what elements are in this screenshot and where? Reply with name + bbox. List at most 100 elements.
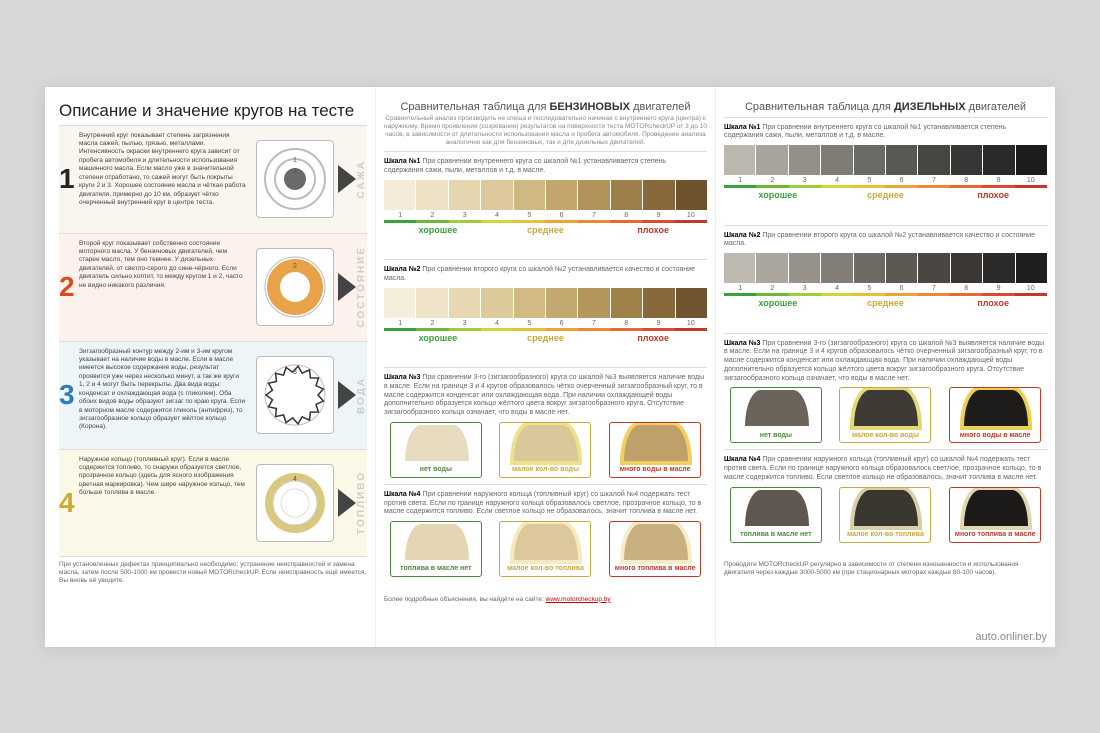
category-label: ВОДА	[356, 377, 367, 414]
col-descriptions: Описание и значение кругов на тесте 1Вну…	[45, 87, 375, 647]
swatch	[676, 288, 707, 318]
sample-row: нет воды малое кол-во воды много воды в ма…	[384, 422, 707, 478]
swatch	[676, 180, 707, 210]
swatch	[416, 288, 447, 318]
swatch	[756, 253, 787, 283]
sample-caption: малое кол-во воды	[500, 464, 590, 477]
column-subhead: Сравнительный анализ производить не спеш…	[384, 115, 707, 148]
svg-text:2: 2	[293, 168, 297, 175]
swatch	[384, 180, 415, 210]
footer-link[interactable]: www.motorcheckup.by	[546, 596, 611, 603]
swatch	[546, 288, 577, 318]
swatch	[384, 288, 415, 318]
sample-blob	[624, 425, 688, 461]
quality-labels: хорошеесреднееплохое	[384, 333, 707, 343]
row-number: 1	[59, 132, 79, 227]
sample-box: нет воды	[390, 422, 482, 478]
sample-blob	[405, 425, 469, 461]
swatch	[789, 145, 820, 175]
swatch	[416, 180, 447, 210]
sample-blob	[964, 390, 1028, 426]
ring-diagram-1: 12	[256, 140, 334, 218]
swatch	[481, 288, 512, 318]
sample-blob	[854, 390, 918, 426]
fuel-block: Шкала №4 При сравнении наружного кольца …	[384, 484, 707, 592]
arrow-icon	[338, 489, 356, 517]
desc-row-2: 2Второй круг показывает собственно состо…	[59, 233, 367, 341]
svg-text:4: 4	[293, 476, 297, 483]
row-description: Внутренний круг показывает степень загря…	[79, 132, 252, 227]
column-footer: Проводите MOTORcheckUP регулярно в завис…	[724, 561, 1047, 577]
ring-diagram-4: 4	[256, 464, 334, 542]
swatch	[643, 180, 674, 210]
swatch	[514, 180, 545, 210]
scale-block-1: Шкала №1 При сравнении внутреннего круга…	[384, 151, 707, 259]
swatch	[886, 145, 917, 175]
sample-blob	[745, 390, 809, 426]
brochure-page: auto.onliner.by Описание и значение круг…	[45, 87, 1055, 647]
sample-caption: малое кол-во воды	[840, 430, 930, 443]
water-block: Шкала №3 При сравнении 3-го (зигзагообра…	[724, 333, 1047, 450]
row-description: Наружное кольцо (топливный круг). Если в…	[79, 456, 252, 550]
swatch	[611, 288, 642, 318]
sample-caption: много топлива в масле	[950, 529, 1040, 542]
quality-labels: хорошеесреднееплохое	[384, 225, 707, 235]
col-petrol: Сравнительная таблица для БЕНЗИНОВЫХ дви…	[375, 87, 715, 647]
quality-labels: хорошеесреднееплохое	[724, 190, 1047, 200]
category-label: САЖА	[356, 160, 367, 198]
sample-box: нет воды	[730, 387, 822, 443]
arrow-icon	[338, 273, 356, 301]
svg-text:2: 2	[293, 263, 297, 270]
category-label: СОСТОЯНИЕ	[356, 246, 367, 328]
sample-blob	[514, 524, 578, 560]
quality-labels: хорошеесреднееплохое	[724, 298, 1047, 308]
main-title: Описание и значение кругов на тесте	[59, 101, 367, 121]
swatch	[854, 253, 885, 283]
swatch	[578, 180, 609, 210]
row-number: 3	[59, 348, 79, 443]
gradient-bar	[724, 293, 1047, 296]
scale-block-2: Шкала №2 При сравнении второго круга со …	[384, 259, 707, 367]
sample-box: много воды в масле	[949, 387, 1041, 443]
swatch	[821, 253, 852, 283]
sample-blob	[624, 524, 688, 560]
swatch-row	[724, 253, 1047, 283]
category-label: ТОПЛИВО	[356, 471, 367, 535]
swatch	[643, 288, 674, 318]
watermark: auto.onliner.by	[975, 631, 1047, 643]
swatch	[724, 253, 755, 283]
sample-caption: нет воды	[731, 430, 821, 443]
swatch-row	[724, 145, 1047, 175]
gradient-bar	[384, 220, 707, 223]
svg-text:3: 3	[293, 369, 297, 376]
swatch-row	[384, 180, 707, 210]
scale-numbers: 12345678910	[724, 177, 1047, 184]
sample-box: много воды в масле	[609, 422, 701, 478]
desc-row-1: 1Внутренний круг показывает степень загр…	[59, 125, 367, 233]
sample-box: малое кол-во воды	[499, 422, 591, 478]
col-diesel: Сравнительная таблица для ДИЗЕЛЬНЫХ двиг…	[715, 87, 1055, 647]
column-heading: Сравнительная таблица для ДИЗЕЛЬНЫХ двиг…	[724, 101, 1047, 113]
swatch	[886, 253, 917, 283]
sample-caption: топлива в масле нет	[731, 529, 821, 542]
sample-caption: много воды в масле	[950, 430, 1040, 443]
sample-row: нет воды малое кол-во воды много воды в ма…	[724, 387, 1047, 443]
column-footer: Более подробные объяснения, вы найдёте н…	[384, 596, 707, 604]
sample-blob	[854, 490, 918, 526]
sample-box: много топлива в масле	[609, 521, 701, 577]
scale-numbers: 12345678910	[384, 320, 707, 327]
swatch	[578, 288, 609, 318]
ring-diagram-2: 2	[256, 248, 334, 326]
column-heading: Сравнительная таблица для БЕНЗИНОВЫХ дви…	[384, 101, 707, 113]
sample-blob	[745, 490, 809, 526]
scale-numbers: 12345678910	[724, 285, 1047, 292]
swatch	[449, 288, 480, 318]
arrow-icon	[338, 165, 356, 193]
scale-block-2: Шкала №2 При сравнении второго круга со …	[724, 225, 1047, 333]
sample-row: топлива в масле нетмалое кол-во топливам…	[384, 521, 707, 577]
sample-box: малое кол-во топлива	[499, 521, 591, 577]
sample-blob	[405, 524, 469, 560]
scale-title: Шкала №2 При сравнении второго круга со …	[724, 232, 1047, 250]
scale-block-1: Шкала №1 При сравнении внутреннего круга…	[724, 117, 1047, 225]
scale-title: Шкала №3 При сравнении 3-го (зигзагообра…	[724, 340, 1047, 384]
